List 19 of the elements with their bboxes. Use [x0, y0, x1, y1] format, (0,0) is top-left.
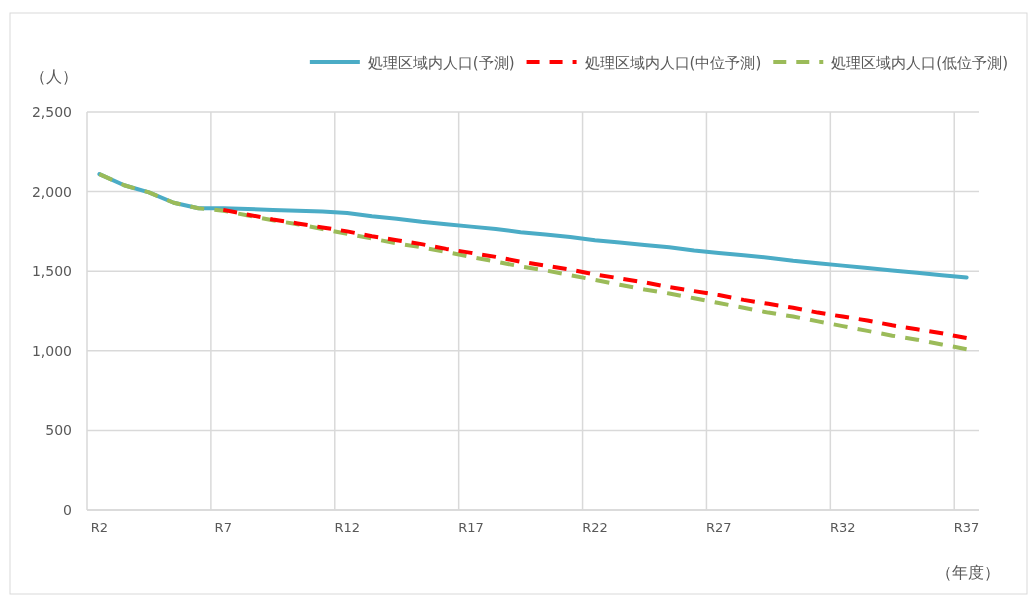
legend-label: 処理区域内人口(中位予測): [584, 54, 762, 72]
y-tick-label: 1,000: [31, 342, 72, 359]
y-axis-title: （人）: [30, 67, 78, 86]
x-tick-label: R17: [458, 520, 484, 535]
y-tick-label: 1,500: [31, 263, 72, 280]
y-tick-label: 2,500: [31, 104, 72, 120]
legend-label: 処理区域内人口(低位予測): [831, 54, 1008, 72]
x-tick-label: R7: [214, 520, 232, 535]
x-tick-label: R2: [90, 520, 109, 535]
y-tick-label: 0: [63, 502, 72, 518]
x-tick-label: R32: [829, 520, 856, 535]
x-tick-label: R37: [953, 520, 980, 535]
x-tick-label: R27: [706, 520, 732, 535]
x-tick-label: R22: [582, 520, 608, 535]
y-tick-label: 2,000: [31, 183, 72, 200]
x-axis-title: （年度）: [936, 563, 1000, 582]
y-tick-label: 500: [45, 422, 72, 439]
legend-label: 処理区域内人口(予測): [367, 54, 515, 72]
x-tick-label: R12: [334, 520, 360, 535]
